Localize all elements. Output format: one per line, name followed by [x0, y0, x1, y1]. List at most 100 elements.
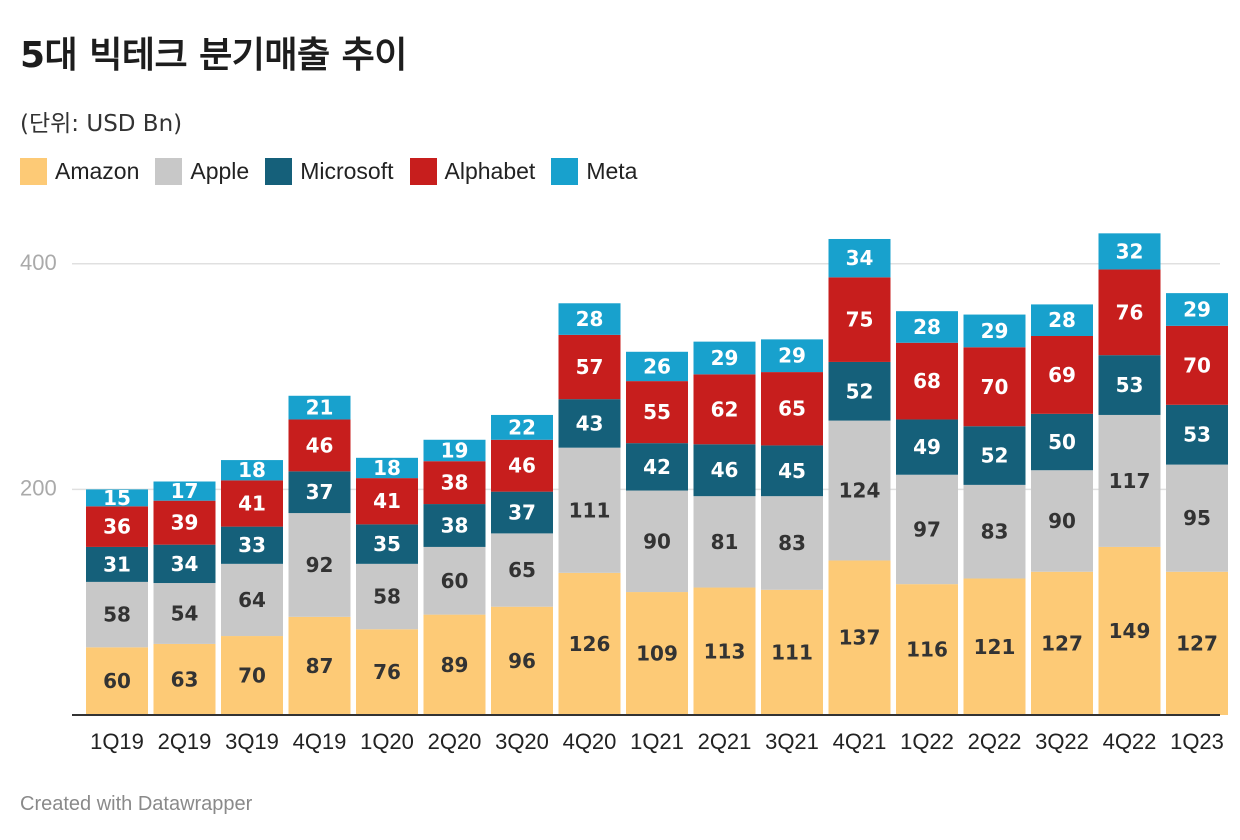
bar-label-meta-4Q22: 32 [1116, 239, 1144, 263]
bar-meta-4Q20 [558, 303, 621, 335]
bar-apple-3Q19 [221, 563, 283, 637]
bar-label-amazon-2Q20: 89 [441, 653, 469, 677]
bar-meta-2Q22 [963, 314, 1026, 348]
bar-label-alphabet-4Q19: 46 [306, 433, 334, 457]
legend-item-apple: Apple [155, 158, 249, 185]
bar-apple-1Q21 [626, 490, 688, 593]
bar-label-microsoft-4Q20: 43 [576, 411, 604, 435]
bar-label-alphabet-3Q19: 41 [238, 492, 266, 516]
x-tick-label-2Q19: 2Q19 [158, 729, 212, 754]
bar-label-alphabet-1Q23: 70 [1183, 353, 1211, 377]
bar-label-meta-2Q20: 19 [441, 438, 469, 462]
bar-label-microsoft-1Q22: 49 [913, 435, 941, 459]
bar-label-microsoft-2Q22: 52 [981, 444, 1009, 468]
bar-microsoft-2Q22 [963, 426, 1026, 485]
bar-microsoft-1Q21 [626, 443, 688, 491]
bar-meta-1Q21 [626, 351, 688, 382]
legend-label-apple: Apple [190, 158, 250, 184]
y-tick-label-200: 200 [20, 475, 57, 500]
bar-amazon-2Q22 [963, 578, 1026, 715]
x-tick-label-4Q21: 4Q21 [833, 729, 887, 754]
bar-microsoft-3Q19 [221, 526, 283, 564]
bar-label-microsoft-2Q19: 34 [171, 552, 199, 576]
bar-label-apple-1Q23: 95 [1183, 506, 1211, 530]
bar-label-alphabet-2Q22: 70 [981, 375, 1009, 399]
bar-label-apple-4Q19: 92 [306, 553, 334, 577]
bar-alphabet-4Q22 [1098, 269, 1161, 356]
legend-swatch-apple [155, 158, 183, 185]
legend: Amazon Apple Microsoft Alphabet Meta [20, 158, 637, 185]
bar-label-apple-1Q21: 90 [643, 529, 671, 553]
bar-alphabet-1Q23 [1166, 325, 1228, 405]
bar-amazon-3Q20 [491, 606, 553, 715]
x-tick-label-1Q22: 1Q22 [900, 729, 954, 754]
bar-label-microsoft-3Q22: 50 [1048, 430, 1076, 454]
bar-meta-1Q20 [356, 457, 418, 479]
bar-meta-3Q22 [1031, 304, 1093, 336]
bar-label-meta-1Q21: 26 [643, 354, 671, 378]
bar-amazon-4Q19 [288, 616, 351, 715]
bar-alphabet-4Q20 [558, 334, 621, 400]
bar-microsoft-4Q19 [288, 471, 351, 514]
bar-alphabet-2Q19 [153, 500, 216, 545]
x-tick-label-3Q21: 3Q21 [765, 729, 819, 754]
bar-meta-4Q19 [288, 395, 351, 420]
bar-label-meta-4Q20: 28 [576, 307, 604, 331]
bar-label-amazon-1Q23: 127 [1176, 631, 1218, 655]
x-tick-label-1Q23: 1Q23 [1170, 729, 1224, 754]
bar-label-microsoft-1Q19: 31 [103, 552, 131, 576]
legend-label-alphabet: Alphabet [444, 158, 536, 184]
bar-label-apple-3Q20: 65 [508, 558, 536, 582]
bar-label-amazon-2Q19: 63 [171, 667, 199, 691]
bar-label-meta-1Q19: 15 [103, 486, 131, 510]
bar-apple-4Q20 [558, 447, 621, 573]
legend-swatch-meta [551, 158, 579, 185]
x-tick-label-3Q22: 3Q22 [1035, 729, 1089, 754]
bar-meta-3Q19 [221, 460, 283, 481]
bar-apple-4Q22 [1098, 414, 1161, 547]
bar-label-apple-4Q20: 111 [569, 498, 611, 522]
bar-label-microsoft-1Q21: 42 [643, 455, 671, 479]
bar-alphabet-3Q19 [221, 480, 283, 527]
x-tick-label-1Q21: 1Q21 [630, 729, 684, 754]
bar-label-amazon-2Q22: 121 [974, 635, 1016, 659]
bar-apple-2Q21 [693, 496, 756, 588]
bar-label-microsoft-4Q19: 37 [306, 480, 334, 504]
bar-label-amazon-3Q21: 111 [771, 640, 813, 664]
bar-label-apple-4Q22: 117 [1109, 469, 1151, 493]
bar-alphabet-1Q22 [896, 342, 958, 420]
bar-apple-1Q23 [1166, 464, 1228, 572]
bar-label-amazon-3Q20: 96 [508, 649, 536, 673]
bar-apple-3Q22 [1031, 470, 1093, 572]
bar-label-amazon-4Q22: 149 [1109, 619, 1151, 643]
bar-microsoft-1Q19 [86, 546, 148, 582]
bar-label-amazon-2Q21: 113 [704, 639, 746, 663]
legend-swatch-microsoft [265, 158, 293, 185]
bar-label-microsoft-2Q21: 46 [711, 458, 739, 482]
bar-alphabet-3Q21 [761, 372, 823, 446]
bar-microsoft-1Q20 [356, 524, 418, 564]
bar-label-microsoft-1Q20: 35 [373, 532, 401, 556]
bar-amazon-1Q23 [1166, 571, 1228, 715]
bar-meta-1Q19 [86, 489, 148, 507]
bar-label-meta-3Q21: 29 [778, 344, 806, 368]
bar-meta-4Q22 [1098, 233, 1161, 270]
bar-microsoft-3Q22 [1031, 413, 1093, 471]
bar-label-apple-4Q21: 124 [839, 479, 881, 503]
bar-meta-1Q23 [1166, 293, 1228, 326]
chart-title: 5대 빅테크 분기매출 추이 [20, 35, 407, 76]
bar-alphabet-2Q20 [423, 461, 486, 505]
legend-swatch-amazon [20, 158, 47, 185]
bar-amazon-4Q21 [828, 560, 891, 715]
bar-label-amazon-4Q20: 126 [569, 632, 611, 656]
bar-label-amazon-3Q19: 70 [238, 664, 266, 688]
bar-apple-4Q19 [288, 513, 351, 617]
bar-meta-1Q22 [896, 311, 958, 343]
bar-microsoft-3Q20 [491, 491, 553, 534]
bar-alphabet-1Q21 [626, 381, 688, 444]
bar-microsoft-1Q23 [1166, 404, 1228, 465]
bar-label-amazon-1Q22: 116 [906, 638, 948, 662]
bar-amazon-3Q19 [221, 636, 283, 715]
bar-label-microsoft-4Q21: 52 [846, 379, 874, 403]
bar-label-microsoft-2Q20: 38 [441, 513, 469, 537]
